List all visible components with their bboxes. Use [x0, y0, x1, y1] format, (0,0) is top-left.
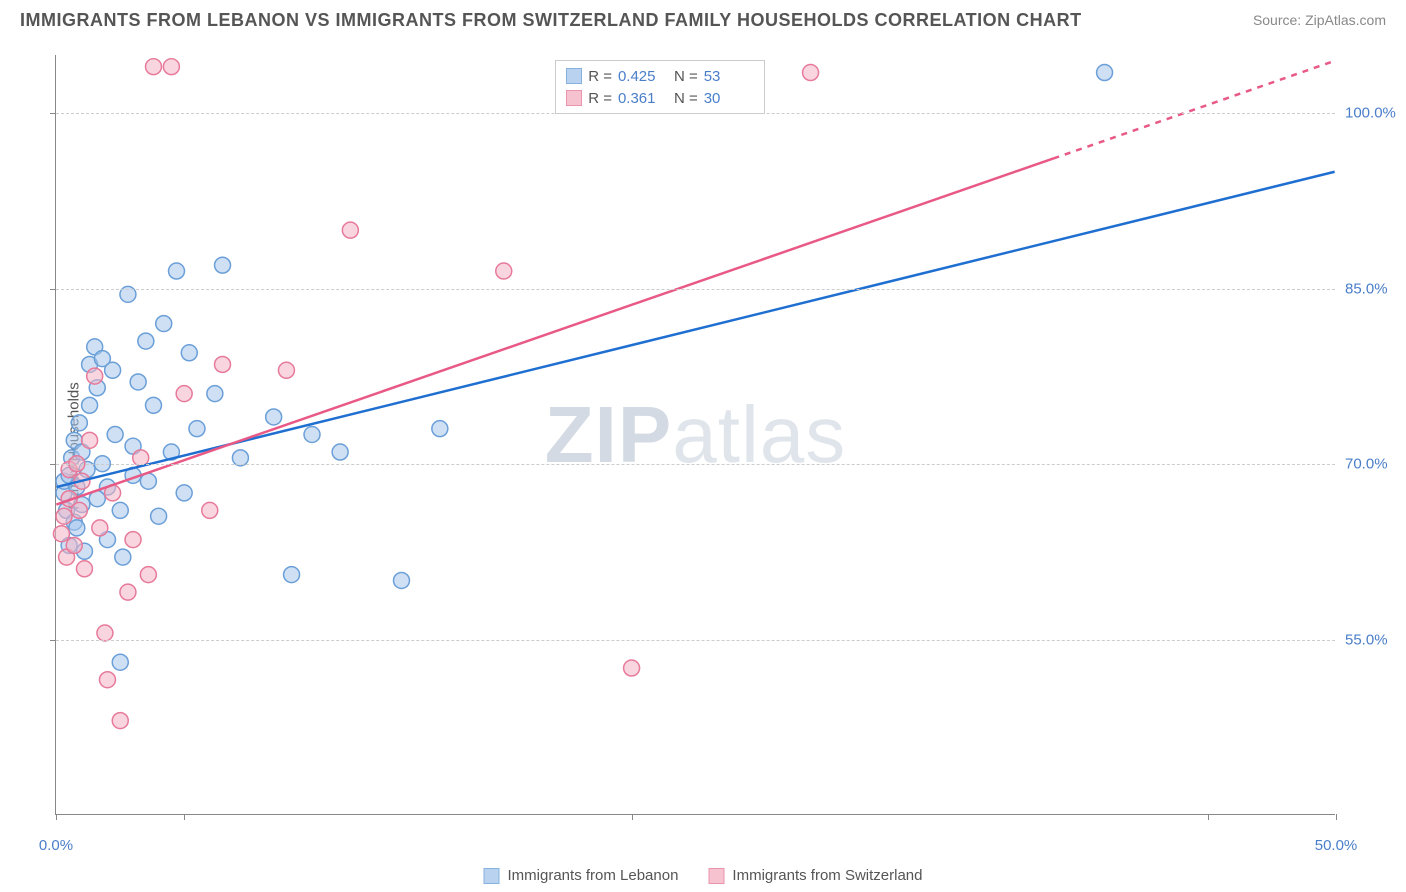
- legend-row: R = 0.425 N = 53: [566, 65, 754, 87]
- scatter-point: [92, 520, 108, 536]
- legend-item: Immigrants from Lebanon: [484, 867, 679, 884]
- scatter-point: [66, 537, 82, 553]
- scatter-point: [71, 502, 87, 518]
- scatter-point: [56, 508, 72, 524]
- scatter-point: [115, 549, 131, 565]
- gridline: [56, 113, 1335, 114]
- chart-title: IMMIGRANTS FROM LEBANON VS IMMIGRANTS FR…: [20, 10, 1082, 31]
- y-tick-label: 55.0%: [1345, 631, 1405, 648]
- source-attribution: Source: ZipAtlas.com: [1253, 12, 1386, 28]
- legend-r-value: 0.425: [618, 68, 668, 85]
- legend-series-name: Immigrants from Switzerland: [732, 867, 922, 884]
- legend-item: Immigrants from Switzerland: [708, 867, 922, 884]
- scatter-point: [202, 502, 218, 518]
- legend-r-label: R =: [588, 68, 612, 85]
- legend-row: R = 0.361 N = 30: [566, 87, 754, 109]
- scatter-point: [332, 444, 348, 460]
- y-tick-label: 70.0%: [1345, 456, 1405, 473]
- legend-swatch: [708, 868, 724, 884]
- scatter-point: [82, 397, 98, 413]
- trend-line: [56, 172, 1334, 487]
- scatter-point: [76, 561, 92, 577]
- scatter-point: [207, 386, 223, 402]
- scatter-point: [82, 432, 98, 448]
- scatter-point: [278, 362, 294, 378]
- scatter-point: [266, 409, 282, 425]
- correlation-legend: R = 0.425 N = 53 R = 0.361 N = 30: [555, 60, 765, 114]
- legend-n-value: 53: [704, 68, 754, 85]
- x-tick-label: 50.0%: [1315, 837, 1358, 854]
- scatter-point: [215, 356, 231, 372]
- legend-swatch: [484, 868, 500, 884]
- scatter-point: [140, 567, 156, 583]
- y-tick: [50, 289, 56, 290]
- legend-r-label: R =: [588, 90, 612, 107]
- scatter-point: [112, 713, 128, 729]
- scatter-point: [803, 65, 819, 81]
- scatter-point: [138, 333, 154, 349]
- plot-area: ZIPatlas R = 0.425 N = 53 R = 0.361 N = …: [55, 55, 1335, 815]
- scatter-point: [69, 520, 85, 536]
- scatter-point: [1097, 65, 1113, 81]
- trend-line-dashed: [1053, 61, 1334, 159]
- y-tick-label: 85.0%: [1345, 280, 1405, 297]
- gridline: [56, 464, 1335, 465]
- scatter-point: [130, 374, 146, 390]
- legend-r-value: 0.361: [618, 90, 668, 107]
- scatter-point: [53, 526, 69, 542]
- scatter-point: [304, 427, 320, 443]
- scatter-point: [146, 397, 162, 413]
- scatter-point: [496, 263, 512, 279]
- y-tick: [50, 464, 56, 465]
- x-tick: [632, 814, 633, 820]
- scatter-point: [393, 572, 409, 588]
- legend-n-label: N =: [674, 90, 698, 107]
- scatter-point: [176, 485, 192, 501]
- scatter-point: [97, 625, 113, 641]
- scatter-point: [156, 316, 172, 332]
- scatter-point: [215, 257, 231, 273]
- scatter-point: [624, 660, 640, 676]
- scatter-point: [176, 386, 192, 402]
- trend-line: [56, 158, 1053, 504]
- gridline: [56, 640, 1335, 641]
- scatter-point: [163, 59, 179, 75]
- scatter-point: [125, 532, 141, 548]
- scatter-point: [146, 59, 162, 75]
- gridline: [56, 289, 1335, 290]
- x-tick: [184, 814, 185, 820]
- scatter-point: [112, 502, 128, 518]
- scatter-point: [107, 427, 123, 443]
- scatter-point: [169, 263, 185, 279]
- x-tick: [1208, 814, 1209, 820]
- scatter-point: [432, 421, 448, 437]
- scatter-point: [87, 368, 103, 384]
- scatter-point: [342, 222, 358, 238]
- x-tick-label: 0.0%: [39, 837, 73, 854]
- chart-container: IMMIGRANTS FROM LEBANON VS IMMIGRANTS FR…: [0, 0, 1406, 892]
- y-tick: [50, 640, 56, 641]
- series-legend: Immigrants from Lebanon Immigrants from S…: [484, 867, 923, 884]
- scatter-point: [112, 654, 128, 670]
- y-tick: [50, 113, 56, 114]
- x-tick: [56, 814, 57, 820]
- x-tick: [1336, 814, 1337, 820]
- legend-n-value: 30: [704, 90, 754, 107]
- scatter-point: [181, 345, 197, 361]
- y-tick-label: 100.0%: [1345, 105, 1405, 122]
- scatter-point: [99, 672, 115, 688]
- legend-series-name: Immigrants from Lebanon: [508, 867, 679, 884]
- scatter-point: [189, 421, 205, 437]
- scatter-point: [151, 508, 167, 524]
- scatter-point: [284, 567, 300, 583]
- legend-swatch: [566, 68, 582, 84]
- scatter-point: [120, 584, 136, 600]
- scatter-point: [105, 362, 121, 378]
- legend-swatch: [566, 90, 582, 106]
- scatter-svg: [56, 55, 1335, 814]
- scatter-point: [71, 415, 87, 431]
- legend-n-label: N =: [674, 68, 698, 85]
